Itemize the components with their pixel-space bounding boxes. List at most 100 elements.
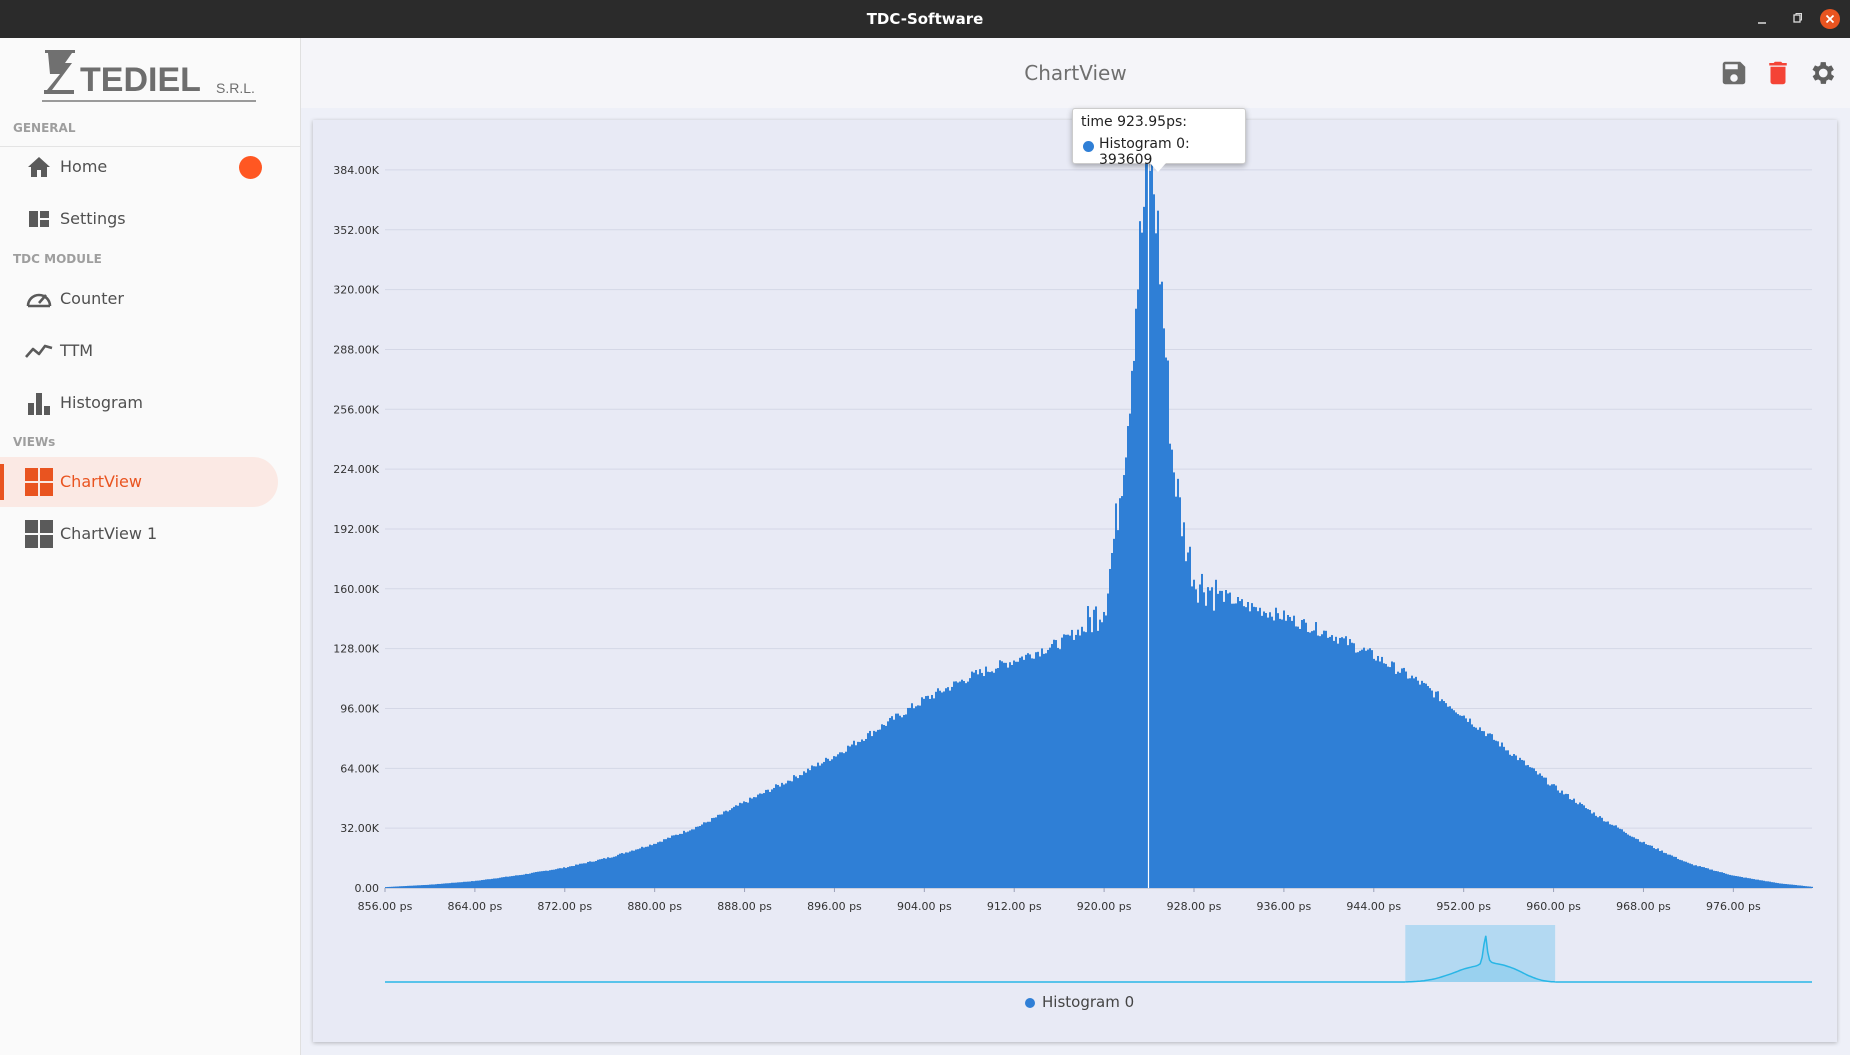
minimize-button[interactable] <box>1752 9 1772 29</box>
histogram-bar <box>1425 683 1427 888</box>
histogram-bar <box>1135 308 1137 889</box>
maximize-button[interactable] <box>1787 9 1807 29</box>
histogram-bar <box>905 714 907 888</box>
histogram-bar <box>1155 233 1157 889</box>
histogram-bar <box>937 688 939 888</box>
histogram-bar <box>1237 596 1239 888</box>
histogram-bar <box>1055 640 1057 888</box>
sidebar-item-chartview[interactable]: ChartView <box>0 457 278 507</box>
section-general: GENERAL <box>13 121 76 135</box>
histogram-bar <box>581 863 583 888</box>
histogram-bar <box>589 861 591 888</box>
histogram-bar <box>1337 643 1339 888</box>
sidebar-item-home[interactable]: Home <box>0 142 278 192</box>
histogram-bar <box>469 881 471 888</box>
settings-button[interactable] <box>1807 58 1837 88</box>
histogram-bar <box>847 745 849 888</box>
histogram-bar <box>1443 701 1445 888</box>
histogram-bar <box>829 760 831 888</box>
histogram-bar <box>1289 616 1291 888</box>
histogram-bar <box>909 707 911 888</box>
histogram-bar <box>913 708 915 888</box>
sidebar-item-settings[interactable]: Settings <box>0 194 278 244</box>
x-tick-label: 920.00 ps <box>1077 900 1132 913</box>
histogram-bar <box>1767 881 1769 888</box>
histogram-bar <box>1555 785 1557 888</box>
close-button[interactable] <box>1820 9 1840 29</box>
histogram-bar <box>1105 615 1107 888</box>
delete-button[interactable] <box>1763 58 1793 88</box>
histogram-bar <box>1473 726 1475 888</box>
histogram-bar <box>915 706 917 888</box>
histogram-bar <box>1519 757 1521 888</box>
histogram-bar <box>1415 676 1417 888</box>
histogram-bar <box>773 787 775 888</box>
histogram-bar <box>1349 639 1351 888</box>
sidebar-item-counter[interactable]: Counter <box>0 274 278 324</box>
histogram-bar <box>1599 816 1601 888</box>
histogram-bar <box>1433 697 1435 888</box>
histogram-bar <box>767 789 769 888</box>
sidebar-item-label: Histogram <box>60 393 143 412</box>
histogram-bar <box>1509 754 1511 888</box>
y-tick-label: 256.00K <box>333 403 379 416</box>
histogram-bar <box>1103 611 1105 888</box>
histogram-bar <box>945 688 947 888</box>
histogram-bar <box>1739 876 1741 888</box>
histogram-bar <box>947 687 949 888</box>
histogram-bar <box>1625 832 1627 888</box>
histogram-bar <box>557 868 559 888</box>
histogram-bar <box>1009 662 1011 888</box>
histogram-bar <box>475 880 477 888</box>
histogram-bar <box>1687 862 1689 888</box>
histogram-bar <box>813 766 815 888</box>
histogram-bar <box>715 817 717 888</box>
histogram-bar <box>1709 869 1711 888</box>
histogram-bar <box>1699 866 1701 888</box>
sidebar-item-ttm[interactable]: TTM <box>0 326 278 376</box>
histogram-bar <box>1779 883 1781 888</box>
histogram-bar <box>1065 634 1067 888</box>
histogram-bar <box>1213 610 1215 888</box>
histogram-chart[interactable]: 0.00 32.00K 64.00K 96.00K 128.00K 160.00K 192.… <box>313 120 1837 1042</box>
trash-icon <box>1769 61 1787 85</box>
histogram-bar <box>439 883 441 888</box>
histogram-bar <box>1783 883 1785 888</box>
histogram-bar <box>1133 360 1135 888</box>
histogram-bar <box>1301 619 1303 888</box>
histogram-bar <box>1759 880 1761 888</box>
sidebar-item-histogram[interactable]: Histogram <box>0 378 278 428</box>
histogram-bar <box>1189 546 1191 888</box>
histogram-bar <box>1397 671 1399 888</box>
histogram-bar <box>1521 759 1523 888</box>
histogram-bar <box>1221 590 1223 888</box>
histogram-bar <box>1617 827 1619 888</box>
chart-tooltip: time 923.95ps: Histogram 0: 393609 <box>1072 108 1246 172</box>
histogram-bar <box>969 678 971 888</box>
save-button[interactable] <box>1719 58 1749 88</box>
histogram-bar <box>727 811 729 888</box>
histogram-bar <box>771 789 773 888</box>
histogram-bar <box>705 822 707 888</box>
histogram-bar <box>907 707 909 888</box>
histogram-bar <box>401 886 403 888</box>
histogram-bar <box>1111 552 1113 888</box>
histogram-bar <box>1557 790 1559 888</box>
svg-text:S.R.L.: S.R.L. <box>216 80 255 96</box>
x-tick-label: 856.00 ps <box>358 900 413 913</box>
histogram-bar <box>1129 413 1131 888</box>
navigator-series-line <box>1405 935 1556 983</box>
histogram-bar <box>611 857 613 888</box>
histogram-bar <box>959 681 961 888</box>
histogram-bar <box>1647 844 1649 888</box>
histogram-bar <box>1023 659 1025 888</box>
x-tick-label: 952.00 ps <box>1436 900 1491 913</box>
grid-icon <box>25 468 53 496</box>
histogram-bar <box>877 729 879 888</box>
sidebar-item-chartview-1[interactable]: ChartView 1 <box>0 509 278 559</box>
histogram-bar <box>523 874 525 888</box>
histogram-bar <box>1673 856 1675 888</box>
histogram-bar <box>1297 626 1299 888</box>
histogram-bar <box>1531 767 1533 888</box>
histogram-bar <box>1511 755 1513 888</box>
